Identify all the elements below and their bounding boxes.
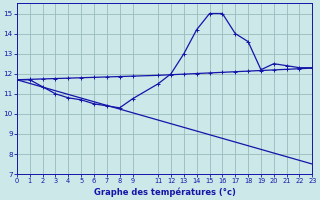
X-axis label: Graphe des températures (°c): Graphe des températures (°c) — [94, 187, 236, 197]
